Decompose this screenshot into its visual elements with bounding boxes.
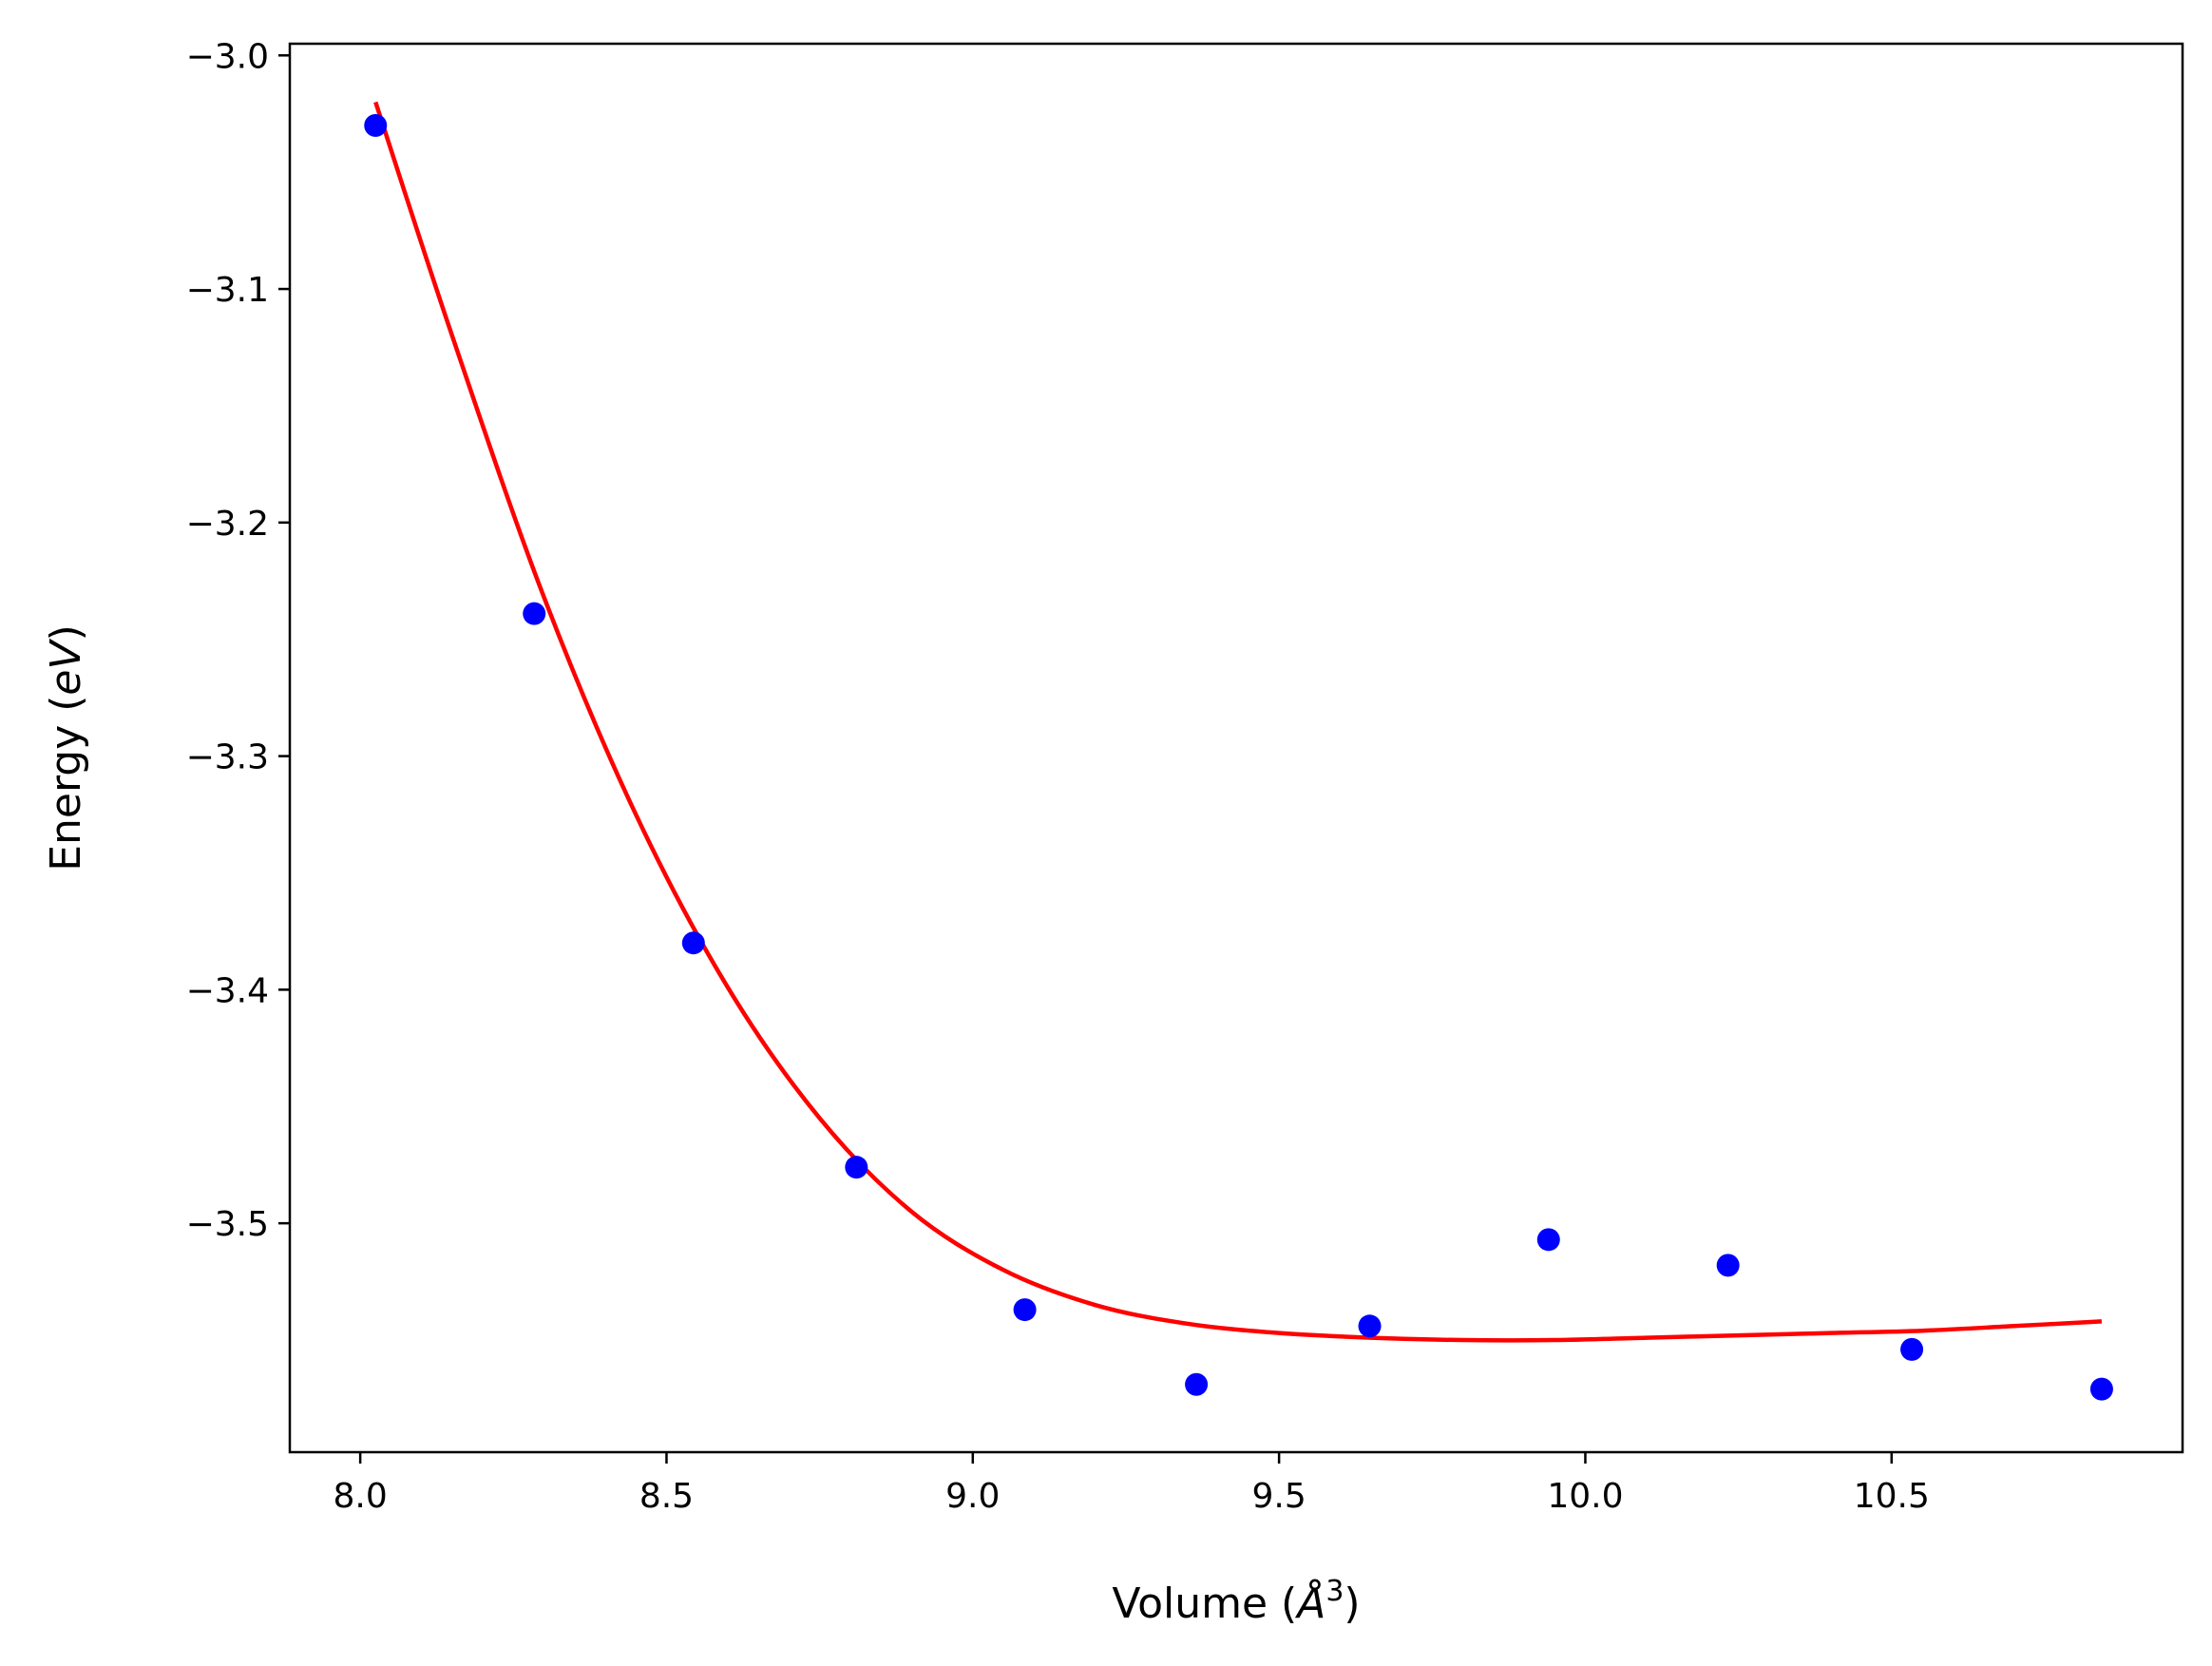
- x-tick-label: 9.5: [1251, 1477, 1306, 1516]
- data-point: [1013, 1298, 1037, 1322]
- data-point: [1536, 1228, 1560, 1252]
- y-tick-label: −3.2: [186, 505, 269, 544]
- y-tick-label: −3.0: [186, 37, 269, 76]
- y-tick-label: −3.1: [186, 271, 269, 310]
- x-axis-label: Volume (Å3): [1112, 1575, 1360, 1628]
- data-point: [1358, 1314, 1382, 1338]
- data-point: [364, 114, 388, 138]
- x-axis-ticks: 8.0 8.5 9.0 9.5 10.0 10.5: [334, 1452, 1930, 1516]
- x-tick-label: 9.0: [945, 1477, 1000, 1516]
- data-point: [523, 602, 546, 625]
- data-point: [1185, 1372, 1209, 1396]
- data-points-layer: [364, 114, 2113, 1401]
- data-point: [1900, 1337, 1924, 1361]
- data-point: [1716, 1254, 1740, 1277]
- y-tick-label: −3.4: [186, 971, 269, 1010]
- fit-curve-line: [373, 101, 2103, 1343]
- x-tick-label: 8.5: [639, 1477, 694, 1516]
- x-tick-label: 10.5: [1854, 1477, 1930, 1516]
- y-axis-label: Energy (eV): [42, 624, 90, 871]
- data-point: [2089, 1377, 2113, 1401]
- fit-curve-layer: [373, 101, 2103, 1343]
- data-point: [845, 1156, 868, 1179]
- y-axis-ticks: −3.0 −3.1 −3.2 −3.3 −3.4 −3.5: [186, 37, 290, 1244]
- x-tick-label: 10.0: [1547, 1477, 1623, 1516]
- plot-frame: [288, 42, 2184, 1454]
- data-point: [681, 931, 705, 955]
- y-tick-label: −3.3: [186, 738, 269, 777]
- y-tick-label: −3.5: [186, 1205, 269, 1244]
- x-tick-label: 8.0: [334, 1477, 388, 1516]
